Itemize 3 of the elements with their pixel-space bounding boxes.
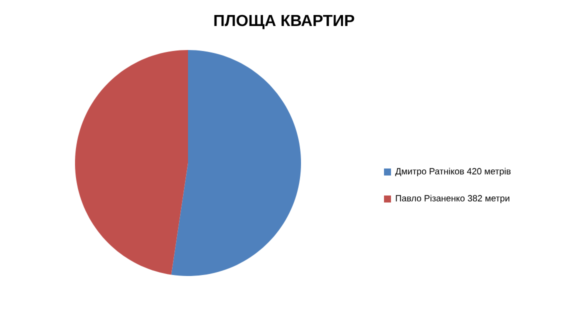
legend-label: Павло Різаненко 382 метри	[396, 194, 510, 204]
chart-title: ПЛОЩА КВАРТИР	[214, 14, 354, 30]
legend-label: Дмитро Ратніков 420 метрів	[395, 168, 511, 176]
